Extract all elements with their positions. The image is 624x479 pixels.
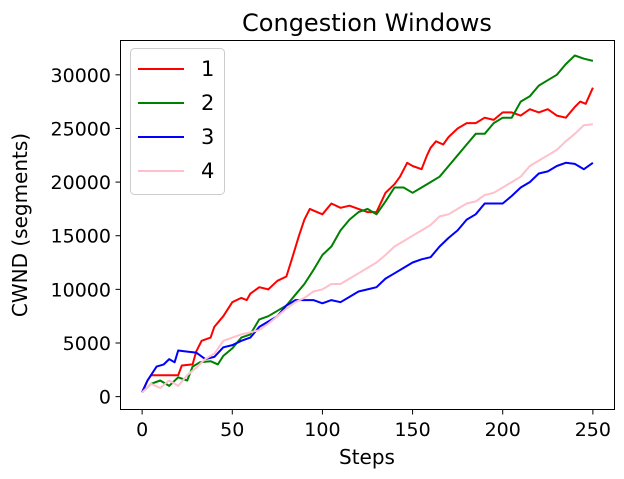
series-line-3 <box>141 161 594 393</box>
y-tick-label: 10000 <box>51 279 111 301</box>
x-tick-label: 250 <box>575 419 611 441</box>
plot-frame <box>120 40 615 410</box>
y-tick-label: 0 <box>99 387 111 409</box>
y-tick-label: 25000 <box>51 118 111 140</box>
legend-label-3: 3 <box>201 125 214 149</box>
y-tick-label: 30000 <box>51 65 111 87</box>
y-axis-label: CWND (segments) <box>8 133 32 317</box>
series-line-4 <box>141 123 594 394</box>
legend-label-2: 2 <box>201 91 214 115</box>
series-line-2 <box>141 54 594 394</box>
series-layer <box>141 54 594 394</box>
legend-label-4: 4 <box>201 159 214 183</box>
y-ticks: 0 5000 10000 15000 20000 25000 30000 <box>51 65 121 409</box>
legend: 1 2 3 4 <box>130 48 225 195</box>
legend-label-1: 1 <box>201 57 214 81</box>
x-ticks: 0 50 100 150 200 250 <box>136 409 611 441</box>
chart-title: Congestion Windows <box>242 9 492 37</box>
legend-box <box>130 48 225 195</box>
y-tick-label: 20000 <box>51 172 111 194</box>
x-axis-label: Steps <box>339 445 395 469</box>
x-tick-label: 100 <box>304 419 340 441</box>
x-tick-label: 200 <box>485 419 521 441</box>
y-tick-label: 15000 <box>51 226 111 248</box>
x-tick-label: 50 <box>220 419 244 441</box>
x-tick-label: 150 <box>394 419 430 441</box>
x-tick-label: 0 <box>136 419 148 441</box>
legend-items: 1 2 3 4 <box>138 57 214 183</box>
y-tick-label: 5000 <box>63 333 111 355</box>
